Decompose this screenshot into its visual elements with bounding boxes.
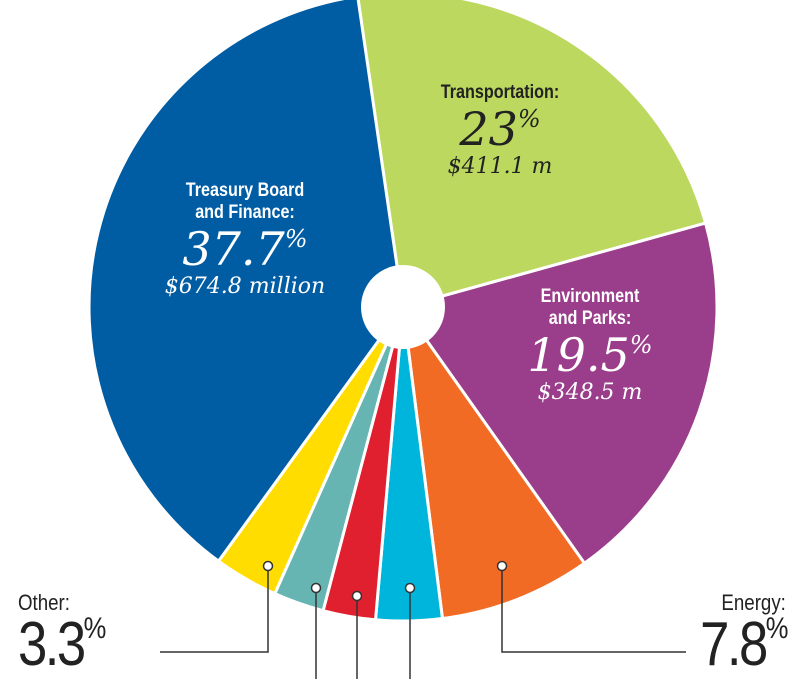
pie-slice bbox=[400, 221, 719, 566]
leader-dot bbox=[496, 560, 508, 572]
percent-value: 3.3 bbox=[18, 610, 86, 679]
percent-value: 19.5 bbox=[527, 328, 630, 382]
label-environment-percent: 19.5% bbox=[490, 330, 690, 380]
label-energy-percent: 7.8% bbox=[700, 612, 789, 676]
label-treasury: Treasury Board and Finance: 37.7% $674.8 … bbox=[110, 180, 380, 300]
label-energy-category: Energy: bbox=[721, 590, 786, 615]
donut-hole bbox=[361, 265, 445, 349]
percent-sign: % bbox=[629, 331, 653, 359]
percent-sign: % bbox=[284, 225, 308, 253]
percent-value: 37.7 bbox=[182, 222, 285, 276]
label-text: and Parks: bbox=[548, 308, 632, 329]
label-text: and Finance: bbox=[195, 202, 295, 223]
label-transportation-category: Transportation: bbox=[440, 82, 560, 103]
label-text: Treasury Board bbox=[185, 180, 305, 201]
leader-dot bbox=[262, 560, 274, 572]
label-treasury-category: Treasury Board and Finance: bbox=[130, 180, 360, 224]
leader-line bbox=[501, 566, 686, 653]
percent-sign: % bbox=[83, 612, 107, 645]
percent-sign: % bbox=[517, 105, 541, 133]
label-transportation: Transportation: 23% $411.1 m bbox=[400, 82, 600, 180]
percent-sign: % bbox=[765, 612, 789, 645]
percent-value: 23 bbox=[459, 102, 518, 156]
label-energy: Energy: 7.8% bbox=[685, 590, 789, 676]
pie-slice bbox=[356, 0, 708, 309]
label-environment-amount: $348.5 m bbox=[537, 380, 643, 405]
label-other-category: Other: bbox=[18, 590, 70, 615]
leader-dot bbox=[310, 582, 322, 594]
percent-value: 7.8 bbox=[700, 610, 768, 679]
pie-slice bbox=[401, 306, 587, 621]
label-text: Environment bbox=[540, 286, 640, 307]
leader-line bbox=[160, 566, 269, 653]
label-environment: Environment and Parks: 19.5% $348.5 m bbox=[490, 286, 690, 406]
leader-dot bbox=[404, 582, 416, 594]
label-treasury-amount: $674.8 million bbox=[164, 274, 326, 299]
label-other: Other: 3.3% bbox=[18, 592, 119, 676]
label-transportation-percent: 23% bbox=[400, 104, 600, 154]
label-environment-category: Environment and Parks: bbox=[505, 286, 675, 330]
leader-dot bbox=[351, 590, 363, 602]
label-treasury-percent: 37.7% bbox=[110, 224, 380, 274]
pie-slice bbox=[87, 0, 405, 564]
label-transportation-amount: $411.1 m bbox=[447, 154, 553, 179]
label-other-percent: 3.3% bbox=[18, 612, 107, 676]
